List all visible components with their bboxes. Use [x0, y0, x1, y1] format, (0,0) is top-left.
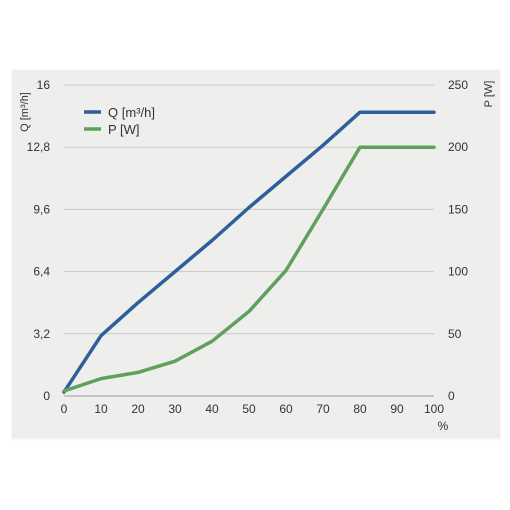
left-tick-label: 0	[43, 389, 50, 403]
series-line-p	[62, 145, 436, 393]
x-tick-label: 80	[353, 402, 367, 416]
right-tick-label: 150	[448, 202, 468, 216]
right-tick-label: 0	[448, 389, 455, 403]
left-tick-label: 6,4	[33, 265, 50, 279]
left-tick-label: 3,2	[33, 327, 50, 341]
left-axis-title: Q [m³/h]	[19, 92, 31, 132]
legend: Q [m³/h] P [W]	[84, 105, 155, 137]
x-tick-label: 10	[94, 402, 108, 416]
x-tick-label: 40	[205, 402, 219, 416]
right-tick-label: 50	[448, 327, 462, 341]
left-axis-ticks: 0 3,2 6,4 9,6 12,8 16	[27, 78, 51, 403]
legend-label-q: Q [m³/h]	[108, 105, 155, 120]
series-lines	[62, 110, 436, 394]
x-tick-label: 20	[131, 402, 145, 416]
left-tick-label: 16	[37, 78, 51, 92]
x-tick-label: 90	[390, 402, 404, 416]
chart-panel	[12, 70, 500, 438]
legend-label-p: P [W]	[108, 122, 140, 137]
x-tick-label: 70	[316, 402, 330, 416]
right-tick-label: 250	[448, 78, 468, 92]
right-tick-label: 200	[448, 140, 468, 154]
x-tick-label: 60	[279, 402, 293, 416]
x-axis-unit: %	[438, 419, 449, 433]
right-axis-title: P [W]	[483, 81, 495, 108]
x-tick-label: 100	[424, 402, 444, 416]
x-tick-label: 50	[242, 402, 256, 416]
x-axis-ticks: 0 10 20 30 40 50 60 70 80 90 100	[61, 402, 445, 416]
left-tick-label: 9,6	[33, 202, 50, 216]
right-axis-ticks: 0 50 100 150 200 250	[448, 78, 468, 403]
right-tick-label: 100	[448, 265, 468, 279]
left-tick-label: 12,8	[27, 140, 51, 154]
x-tick-label: 0	[61, 402, 68, 416]
x-tick-label: 30	[168, 402, 182, 416]
series-line-q	[62, 110, 436, 394]
